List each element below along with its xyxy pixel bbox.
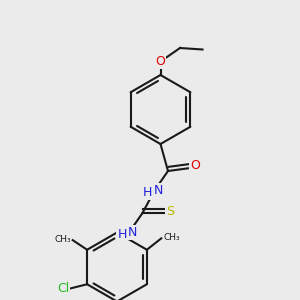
- Text: O: O: [190, 159, 200, 172]
- Text: CH₃: CH₃: [164, 233, 180, 242]
- Text: H: H: [143, 185, 153, 199]
- Text: CH₃: CH₃: [55, 235, 71, 244]
- Text: H: H: [117, 227, 127, 241]
- Text: Cl: Cl: [57, 282, 69, 295]
- Text: N: N: [153, 184, 163, 197]
- Text: O: O: [156, 55, 165, 68]
- Text: S: S: [167, 205, 174, 218]
- Text: N: N: [128, 226, 137, 239]
